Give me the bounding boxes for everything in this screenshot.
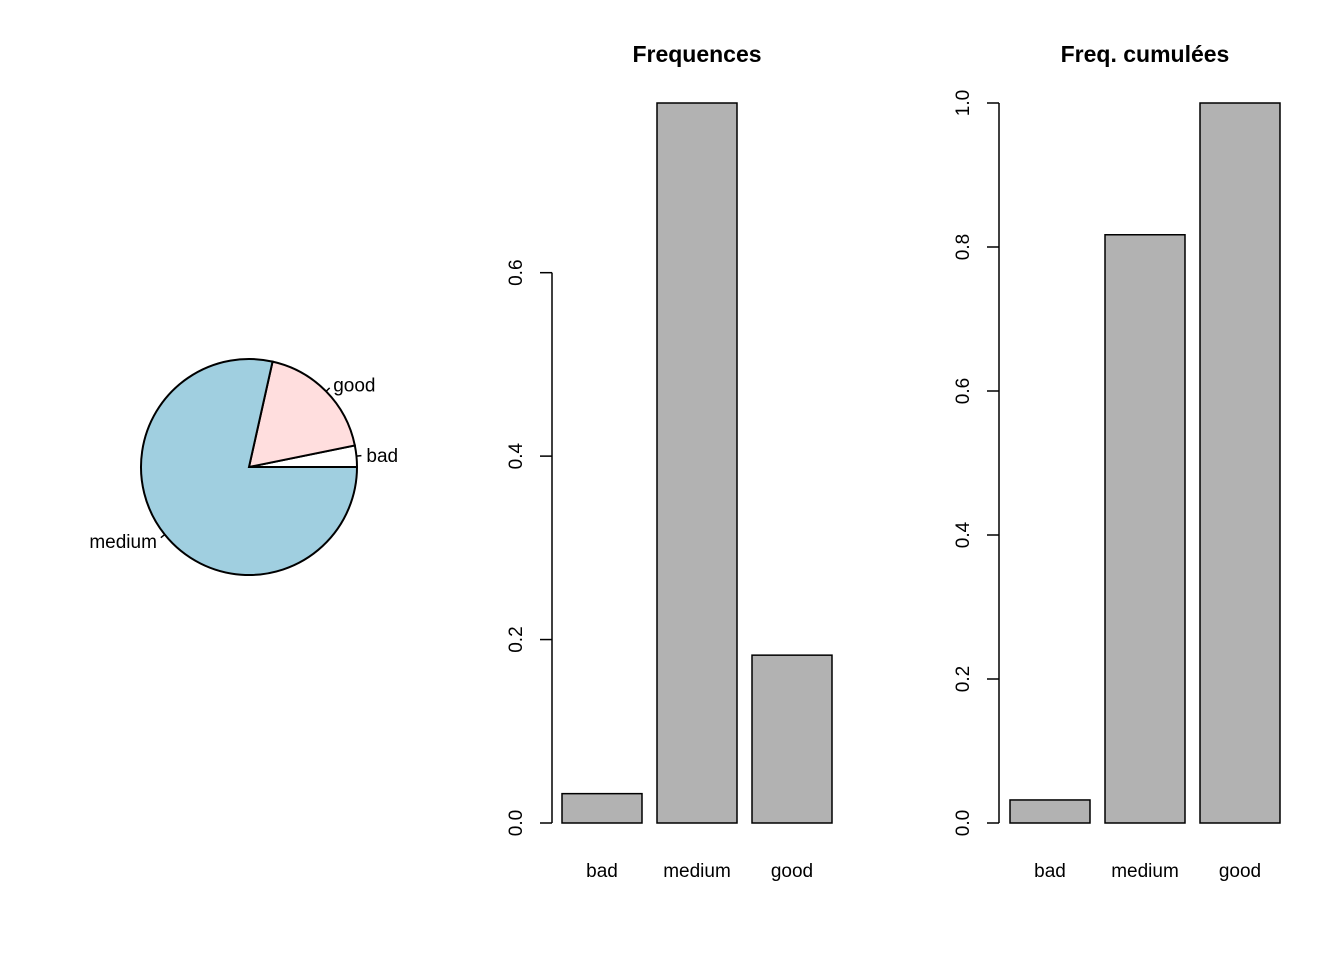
x-category-label: medium (1111, 861, 1179, 882)
bar-good (1199, 102, 1281, 824)
y-tick-label: 0.0 (506, 810, 527, 836)
x-category-label: bad (1034, 861, 1066, 882)
y-tick-label: 1.0 (953, 90, 974, 116)
cumulative-chart-title: Freq. cumulées (1061, 41, 1230, 67)
x-category-label: bad (586, 861, 618, 882)
y-tick-label: 0.2 (506, 626, 527, 652)
y-tick-label: 0.6 (953, 378, 974, 404)
y-tick-label: 0.0 (953, 810, 974, 836)
pie-label-tick-good (325, 387, 331, 392)
bar-bad (1009, 799, 1091, 824)
cumulative-frequency-bar-chart: Freq. cumulées 0.0 0.2 0.4 0.6 0.8 1.0 bad medi… (953, 41, 1281, 882)
pie-label-tick-bad (356, 454, 362, 457)
bar-medium (1104, 234, 1186, 824)
bar-medium (656, 102, 738, 824)
pie-slice-good (247, 360, 357, 469)
frequency-chart-title: Frequences (632, 41, 761, 67)
bar-bad (561, 792, 643, 824)
y-tick-label: 0.6 (506, 259, 527, 285)
x-category-label: good (771, 861, 813, 882)
x-category-label: good (1219, 861, 1261, 882)
x-category-label: medium (663, 861, 731, 882)
y-tick-label: 0.2 (953, 666, 974, 692)
pie-label-bad: bad (366, 446, 398, 467)
y-tick-label: 0.8 (953, 234, 974, 260)
pie-label-good: good (333, 375, 375, 396)
pie-label-tick-medium (160, 533, 166, 539)
y-tick-label: 0.4 (506, 442, 527, 469)
pie-chart: bad good medium (89, 358, 398, 576)
y-tick-label: 0.4 (953, 521, 974, 548)
frequency-bar-chart: Frequences 0.0 0.2 0.4 0.6 bad medium good (506, 41, 833, 882)
bar-good (751, 654, 833, 824)
pie-label-medium: medium (89, 532, 157, 553)
